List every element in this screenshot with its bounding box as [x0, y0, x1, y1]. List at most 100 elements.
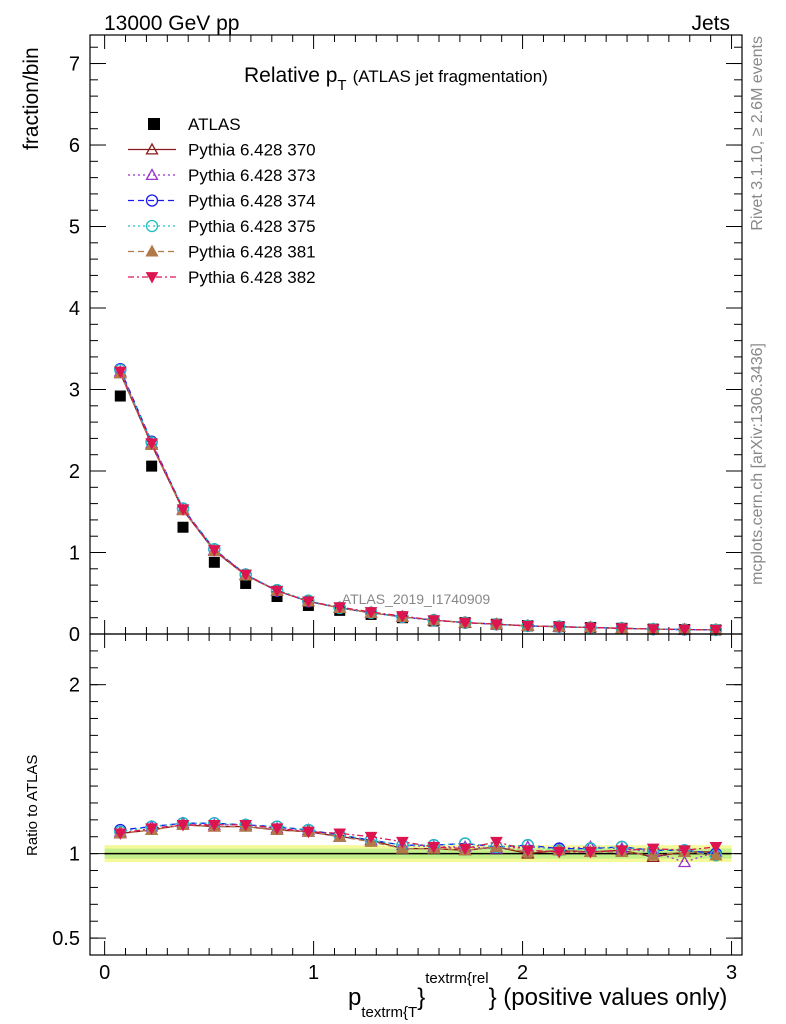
legend: ATLAS Pythia 6.428 370 Pythia 6.428 373 Pyt… [128, 115, 316, 287]
series-marker-pythia-6-428-382 [490, 619, 503, 631]
ratio-y-tick-label: 1 [69, 844, 80, 866]
analysis-watermark: ATLAS_2019_I1740909 [342, 591, 491, 607]
atlas-data-point [177, 521, 189, 533]
main-y-tick-label: 5 [69, 217, 80, 239]
legend-marker-pythia-6-428-381 [145, 244, 159, 257]
legend-label-pythia-6-428-373: Pythia 6.428 373 [188, 166, 316, 185]
series-marker-pythia-6-428-382 [333, 602, 347, 614]
ratio-marker-pythia-6-428-382 [207, 820, 221, 832]
ratio-marker-pythia-6-428-382 [458, 843, 472, 856]
main-y-tick-label: 0 [69, 624, 80, 646]
main-y-tick-label: 3 [69, 380, 80, 402]
series-marker-pythia-6-428-382 [396, 611, 409, 623]
ratio-line-pythia-6-428-382 [120, 824, 716, 853]
series-marker-pythia-6-428-382 [615, 623, 629, 635]
ratio-marker-pythia-6-428-382 [678, 845, 691, 857]
ratio-marker-pythia-6-428-382 [615, 845, 629, 857]
legend-label-pythia-6-428-382: Pythia 6.428 382 [188, 268, 316, 287]
main-y-tick-label: 7 [69, 54, 80, 76]
ratio-marker-pythia-6-428-382 [646, 843, 660, 856]
plot-title-main: Relative p [244, 64, 337, 87]
legend-label-pythia-6-428-375: Pythia 6.428 375 [188, 217, 316, 236]
header-left-label: 13000 GeV pp [104, 12, 239, 35]
ratio-marker-pythia-6-428-382 [270, 823, 284, 835]
series-marker-pythia-6-428-382 [709, 625, 723, 637]
ratio-marker-pythia-6-428-382 [145, 823, 158, 835]
series-marker-pythia-6-428-382 [113, 366, 127, 379]
main-plot: 0 1 2 3 4 5 6 7 [69, 34, 743, 646]
series-marker-pythia-6-428-382 [521, 620, 535, 633]
x-axis-label-tail: } (positive values only) [489, 984, 728, 1011]
x-tick-label: 3 [726, 962, 737, 984]
legend-marker-pythia-6-428-373 [145, 168, 159, 181]
ratio-marker-pythia-6-428-382 [709, 841, 723, 854]
atlas-data-point [240, 577, 252, 589]
series-marker-pythia-6-428-382 [270, 585, 284, 598]
main-y-tick-label: 4 [69, 298, 80, 320]
series-marker-pythia-6-428-382 [364, 607, 378, 619]
main-y-tick-label: 6 [69, 135, 80, 157]
series-marker-pythia-6-428-382 [239, 569, 253, 582]
plot-title-note: (ATLAS jet fragmentation) [353, 67, 548, 86]
mcplots-source-label: mcplots.cern.ch [arXiv:1306.3436] [749, 343, 766, 585]
ratio-marker-pythia-6-428-382 [584, 847, 597, 859]
x-axis-label-subscript: textrm{T [361, 1004, 417, 1021]
legend-label-atlas: ATLAS [188, 115, 241, 134]
ratio-marker-pythia-6-428-382 [333, 828, 347, 840]
ratio-marker-pythia-6-428-382 [113, 828, 127, 840]
ratio-marker-pythia-6-428-382 [490, 836, 503, 849]
main-y-tick-label: 1 [69, 543, 80, 565]
series-marker-pythia-6-428-382 [678, 624, 691, 637]
ratio-marker-pythia-6-428-382 [302, 826, 315, 839]
ratio-frame [89, 633, 743, 956]
series-marker-pythia-6-428-382 [427, 615, 441, 627]
series-marker-pythia-6-428-382 [302, 596, 315, 608]
ratio-line-pythia-6-428-373 [120, 822, 717, 863]
header-right-label: Jets [691, 12, 730, 35]
atlas-data-point [208, 556, 220, 568]
series-marker-pythia-6-428-382 [207, 545, 221, 557]
ratio-line-pythia-6-428-381 [120, 824, 716, 856]
main-y-tick-label: 2 [69, 461, 80, 483]
x-tick-label: 2 [517, 962, 528, 984]
rivet-version-label: Rivet 3.1.10, ≥ 2.6M events [749, 36, 766, 231]
ratio-marker-pythia-6-428-382 [521, 845, 535, 857]
legend-label-pythia-6-428-370: Pythia 6.428 370 [188, 141, 316, 160]
series-marker-pythia-6-428-382 [145, 438, 158, 450]
series-marker-pythia-6-428-382 [584, 622, 597, 635]
ratio-y-axis-label: Ratio to ATLAS [24, 755, 41, 856]
ratio-marker-pythia-6-428-382 [239, 820, 253, 832]
x-tick-label: 1 [308, 962, 319, 984]
x-axis-label-main: p [348, 984, 361, 1011]
series-line-pythia-6-428-382 [119, 371, 716, 631]
legend-marker-pythia-6-428-370 [145, 142, 159, 155]
ratio-marker-pythia-6-428-382 [396, 836, 409, 849]
legend-marker-atlas [148, 118, 160, 130]
ratio-marker-pythia-6-428-382 [176, 820, 190, 832]
x-axis-label-superscript: textrm{rel [425, 970, 488, 987]
x-tick-label: 0 [99, 962, 110, 984]
series-marker-pythia-6-428-382 [552, 621, 566, 634]
ratio-marker-pythia-6-428-382 [552, 847, 566, 859]
atlas-data-point [146, 460, 158, 472]
plot-title-subscript: T [337, 77, 346, 94]
x-axis-label: ptextrm{T}textrm{rel} (positive values o… [348, 970, 727, 1021]
legend-marker-pythia-6-428-382 [145, 272, 159, 284]
ratio-marker-pythia-6-428-382 [364, 831, 378, 844]
atlas-data-point [114, 390, 126, 402]
ratio-marker-pythia-6-428-382 [427, 841, 441, 854]
main-y-axis-label: fraction/bin [20, 47, 43, 150]
legend-marker-pythia-6-428-375 [145, 219, 159, 233]
ratio-marker-pythia-6-428-381 [709, 848, 723, 861]
x-axis-label-brace: } [417, 984, 425, 1011]
ratio-plot: 0 1 2 3 0.5 1 2 [52, 633, 743, 984]
series-marker-pythia-6-428-382 [646, 624, 660, 636]
legend-marker-pythia-6-428-374 [145, 194, 159, 207]
ratio-y-tick-label: 2 [69, 675, 80, 697]
ratio-y-tick-label: 0.5 [52, 928, 80, 950]
legend-label-pythia-6-428-374: Pythia 6.428 374 [188, 192, 316, 211]
series-marker-pythia-6-428-382 [458, 617, 472, 630]
ratio-marker-pythia-6-428-373 [677, 855, 692, 868]
legend-label-pythia-6-428-381: Pythia 6.428 381 [188, 243, 316, 262]
